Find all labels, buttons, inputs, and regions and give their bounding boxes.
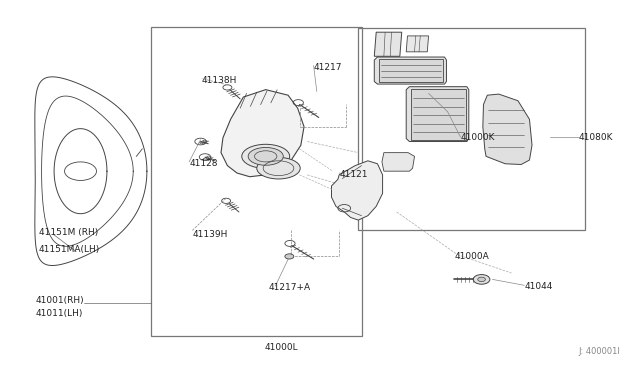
Polygon shape	[332, 161, 383, 220]
Bar	[358, 29, 585, 231]
Polygon shape	[221, 90, 304, 177]
Text: 41217+A: 41217+A	[269, 283, 311, 292]
Text: 41139H: 41139H	[192, 230, 228, 239]
Polygon shape	[406, 87, 468, 141]
Text: 41151M (RH): 41151M (RH)	[39, 228, 99, 237]
Text: 41001(RH): 41001(RH)	[36, 296, 84, 305]
Text: 41138H: 41138H	[202, 76, 237, 85]
Circle shape	[285, 254, 294, 259]
Text: J: 400001I: J: 400001I	[579, 347, 620, 356]
Circle shape	[477, 277, 485, 282]
Text: 41000K: 41000K	[461, 133, 495, 142]
Ellipse shape	[257, 157, 300, 179]
Bar	[151, 27, 362, 336]
Circle shape	[473, 275, 490, 284]
Polygon shape	[380, 59, 444, 82]
Polygon shape	[483, 94, 532, 164]
Text: 41080K: 41080K	[579, 133, 613, 142]
Ellipse shape	[242, 144, 290, 169]
Text: 41044: 41044	[524, 282, 553, 291]
Polygon shape	[382, 153, 415, 171]
Text: 41011(LH): 41011(LH)	[36, 310, 83, 318]
Polygon shape	[412, 89, 466, 140]
Text: 41128: 41128	[189, 159, 218, 168]
Text: 41217: 41217	[314, 63, 342, 72]
Text: 41121: 41121	[339, 170, 367, 179]
Polygon shape	[374, 32, 402, 56]
Text: 41000L: 41000L	[265, 343, 298, 352]
Polygon shape	[406, 36, 429, 52]
Text: 41151MA(LH): 41151MA(LH)	[39, 244, 100, 253]
Polygon shape	[374, 57, 447, 84]
Ellipse shape	[248, 147, 284, 165]
Text: 41000A: 41000A	[454, 252, 489, 261]
